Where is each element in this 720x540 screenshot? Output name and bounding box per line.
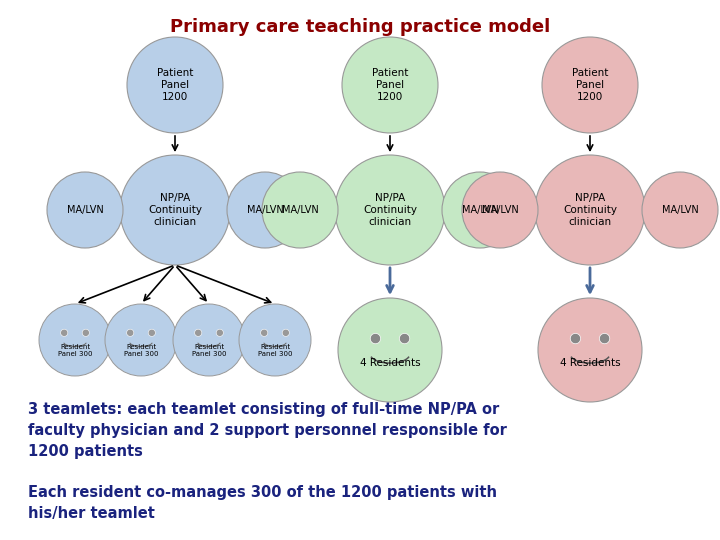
- Text: NP/PA
Continuity
clinician: NP/PA Continuity clinician: [148, 193, 202, 227]
- Circle shape: [82, 329, 89, 336]
- Circle shape: [262, 172, 338, 248]
- Circle shape: [599, 333, 610, 344]
- Circle shape: [127, 329, 134, 336]
- Text: Primary care teaching practice model: Primary care teaching practice model: [170, 18, 550, 36]
- Text: MA/LVN: MA/LVN: [247, 205, 284, 215]
- Circle shape: [216, 329, 223, 336]
- Text: NP/PA
Continuity
clinician: NP/PA Continuity clinician: [563, 193, 617, 227]
- Text: Patient
Panel
1200: Patient Panel 1200: [157, 69, 193, 102]
- Circle shape: [462, 172, 538, 248]
- Circle shape: [47, 172, 123, 248]
- Circle shape: [282, 329, 289, 336]
- Circle shape: [227, 172, 303, 248]
- Circle shape: [570, 333, 580, 344]
- Circle shape: [538, 298, 642, 402]
- Circle shape: [120, 155, 230, 265]
- Text: Resident
Panel 300: Resident Panel 300: [124, 343, 158, 356]
- Circle shape: [39, 304, 111, 376]
- Text: MA/LVN: MA/LVN: [282, 205, 318, 215]
- Circle shape: [239, 304, 311, 376]
- Circle shape: [342, 37, 438, 133]
- Text: MA/LVN: MA/LVN: [482, 205, 518, 215]
- Text: Patient
Panel
1200: Patient Panel 1200: [572, 69, 608, 102]
- Text: MA/LVN: MA/LVN: [67, 205, 104, 215]
- Circle shape: [127, 37, 223, 133]
- Text: Resident
Panel 300: Resident Panel 300: [58, 343, 92, 356]
- Circle shape: [261, 329, 268, 336]
- Circle shape: [542, 37, 638, 133]
- Text: 4 Residents: 4 Residents: [559, 358, 621, 368]
- Text: MA/LVN: MA/LVN: [662, 205, 698, 215]
- Text: Resident
Panel 300: Resident Panel 300: [258, 343, 292, 356]
- Circle shape: [335, 155, 445, 265]
- Text: 3 teamlets: each teamlet consisting of full-time NP/PA or
faculty physician and : 3 teamlets: each teamlet consisting of f…: [28, 402, 507, 459]
- Text: Each resident co-manages 300 of the 1200 patients with
his/her teamlet: Each resident co-manages 300 of the 1200…: [28, 485, 497, 521]
- Circle shape: [535, 155, 645, 265]
- Circle shape: [105, 304, 177, 376]
- Circle shape: [60, 329, 68, 336]
- Circle shape: [148, 329, 156, 336]
- Circle shape: [642, 172, 718, 248]
- Circle shape: [338, 298, 442, 402]
- Circle shape: [400, 333, 410, 344]
- Circle shape: [194, 329, 202, 336]
- Text: 4 Residents: 4 Residents: [360, 358, 420, 368]
- Circle shape: [370, 333, 381, 344]
- Text: NP/PA
Continuity
clinician: NP/PA Continuity clinician: [363, 193, 417, 227]
- Circle shape: [173, 304, 245, 376]
- Circle shape: [442, 172, 518, 248]
- Text: MA/LVN: MA/LVN: [462, 205, 498, 215]
- Text: Patient
Panel
1200: Patient Panel 1200: [372, 69, 408, 102]
- Text: Resident
Panel 300: Resident Panel 300: [192, 343, 226, 356]
